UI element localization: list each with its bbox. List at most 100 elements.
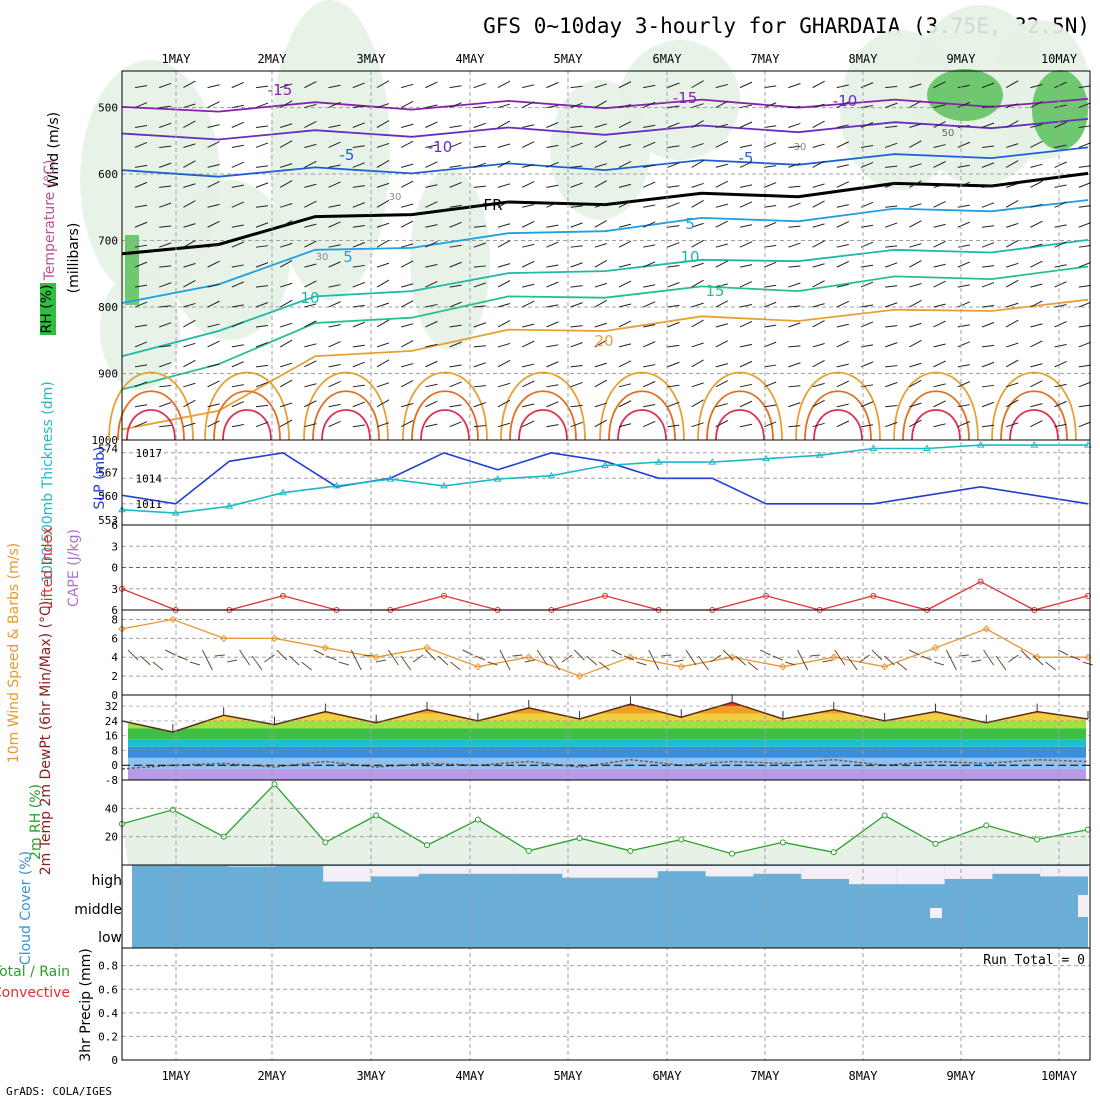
upper-wind-barb (521, 101, 535, 109)
upper-wind-barb (400, 340, 414, 348)
upper-wind-barb (352, 145, 365, 148)
upper-wind-barb (836, 164, 849, 168)
upper-wind-barb (546, 184, 559, 188)
upper-wind-barb (159, 242, 172, 248)
upper-wind-barb (570, 285, 583, 288)
upper-wind-barb (981, 122, 995, 128)
surface-wind-barb (598, 661, 610, 671)
cloud-gap-high (992, 866, 1041, 874)
surface-wind-barb (561, 654, 573, 663)
upper-wind-barb (618, 200, 632, 208)
upper-wind-barb (1078, 284, 1091, 288)
upper-wind-barb (667, 145, 680, 148)
upper-wind-barb (401, 323, 414, 328)
upper-wind-barb (1054, 184, 1067, 188)
surface-wind-barb (846, 655, 858, 671)
axis-label-slp: SLP (mb) (92, 446, 108, 509)
upper-wind-barb (667, 185, 680, 188)
upper-wind-barb (352, 384, 365, 388)
upper-wind-barb (570, 182, 583, 188)
upper-wind-barb (885, 85, 898, 89)
upper-wind-barb (618, 160, 632, 168)
upper-wind-barb (376, 302, 390, 308)
rh-point (1034, 836, 1041, 843)
surface-wind-barb (326, 655, 337, 661)
li-point (602, 592, 608, 599)
surface-wind-barb (437, 655, 449, 666)
wind-point (575, 672, 584, 680)
upper-wind-barb (280, 203, 293, 208)
upper-wind-barb (304, 120, 317, 128)
wind-point (169, 615, 177, 624)
warm-loop-4-1 (509, 390, 577, 441)
upper-wind-barb (909, 163, 922, 168)
temp-band-0 (128, 768, 1086, 780)
upper-wind-barb (473, 225, 486, 228)
upper-wind-barb (643, 244, 656, 248)
surface-wind-barb (636, 661, 647, 666)
upper-wind-barb (981, 401, 995, 408)
upper-wind-barb (957, 101, 970, 109)
upper-wind-barb (1030, 363, 1043, 368)
upper-wind-barb (885, 302, 898, 308)
upper-wind-barb (134, 404, 148, 408)
upper-wind-barb (1030, 283, 1043, 288)
upper-wind-barb (691, 399, 704, 408)
upper-wind-barb (425, 224, 438, 228)
warm-loop-8-0 (893, 371, 979, 441)
upper-wind-barb (1078, 165, 1091, 168)
upper-wind-barb (836, 204, 849, 208)
contour-label-5: -5 (739, 149, 754, 167)
upper-wind-barb (739, 121, 753, 128)
li-tick--3: 3 (111, 540, 118, 553)
upper-wind-barb (691, 279, 704, 288)
warm-loop-6-2 (715, 409, 765, 441)
upper-wind-barb (594, 100, 608, 109)
surface-wind-barb (549, 655, 561, 671)
upper-wind-barb (328, 101, 341, 109)
thickness-point (332, 481, 341, 489)
upper-wind-barb (207, 243, 220, 248)
x-label-bottom-9: 10MAY (1041, 1069, 1078, 1083)
upper-wind-barb (328, 284, 341, 288)
wind-tick-0: 0 (111, 689, 118, 702)
isotherm-20 (121, 298, 1089, 431)
upper-wind-barb (328, 221, 341, 228)
upper-wind-barb (594, 419, 608, 428)
x-label-bottom-8: 9MAY (947, 1069, 977, 1083)
surface-wind-barb (189, 661, 201, 666)
thickness-point (601, 461, 609, 468)
upper-wind-barb (957, 284, 970, 288)
upper-wind-barb (618, 263, 632, 268)
upper-wind-barb (618, 320, 632, 328)
upper-wind-barb (449, 341, 462, 348)
surface-wind-barb (772, 655, 783, 661)
cloud-gap-high (801, 866, 849, 879)
upper-wind-barb (715, 83, 728, 89)
upper-wind-barb (594, 140, 608, 148)
upper-wind-barb (546, 304, 559, 308)
upper-wind-barb (183, 399, 196, 408)
precip-tick-0.2: 0.2 (98, 1030, 118, 1043)
upper-wind-barb (134, 284, 148, 288)
surface-wind-barb (884, 655, 895, 666)
upper-wind-barb (1006, 422, 1019, 428)
upper-wind-barb (473, 105, 486, 109)
upper-wind-barb (449, 142, 462, 148)
upper-wind-barb (812, 120, 825, 128)
upper-wind-barb (376, 182, 390, 188)
surface-wind-barb (462, 649, 474, 656)
upper-wind-barb (497, 160, 511, 168)
warm-loop-3-0 (402, 371, 488, 441)
upper-wind-barb (425, 383, 438, 388)
surface-wind-barb (983, 649, 995, 666)
upper-wind-barb (183, 280, 196, 288)
upper-wind-barb (981, 384, 995, 388)
surface-wind-barb (661, 654, 672, 657)
upper-wind-barb (933, 121, 946, 128)
upper-wind-barb (352, 82, 365, 89)
upper-wind-barb (328, 124, 341, 129)
rh-area (122, 784, 1088, 865)
upper-wind-barb (715, 363, 728, 368)
upper-wind-barb (1078, 421, 1091, 428)
